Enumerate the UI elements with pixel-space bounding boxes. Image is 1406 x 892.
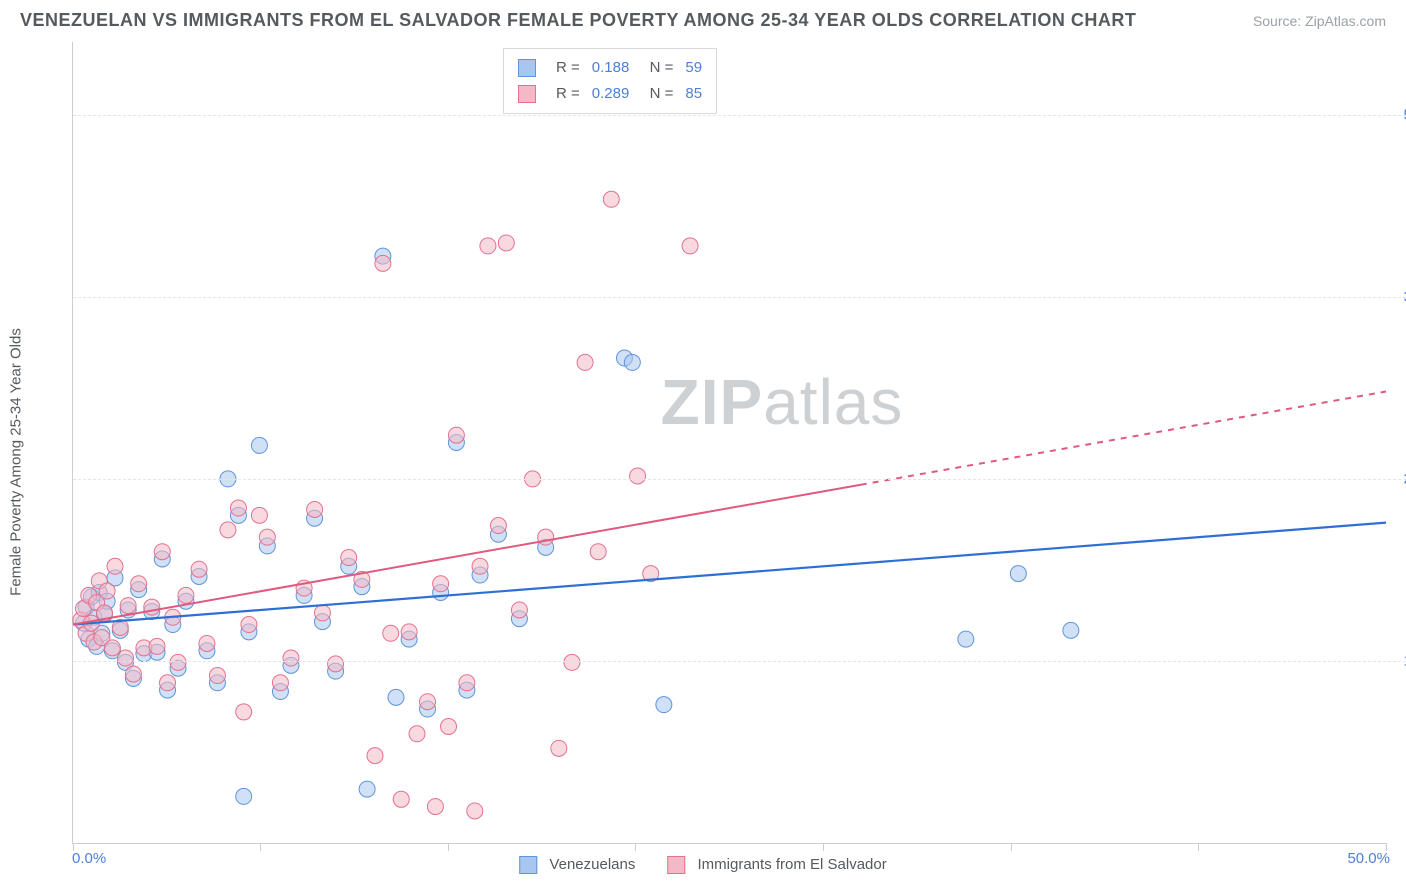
stat-n-value: 85 xyxy=(685,81,702,107)
swatch-elsalvador xyxy=(518,85,536,103)
legend-item-elsalvador: Immigrants from El Salvador xyxy=(667,856,886,874)
stat-n-value: 59 xyxy=(685,55,702,81)
stats-row-venezuelans: R = 0.188 N = 59 xyxy=(518,55,702,81)
swatch-venezuelans xyxy=(518,59,536,77)
source-label: Source: ZipAtlas.com xyxy=(1253,13,1386,29)
stat-r-label: R = xyxy=(556,81,580,107)
stat-r-value: 0.289 xyxy=(592,81,630,107)
legend-swatch-venezuelans xyxy=(519,856,537,874)
plot-region: ZIPatlas R = 0.188 N = 59 R = 0.289 N = … xyxy=(72,42,1386,844)
x-min-label: 0.0% xyxy=(72,850,106,867)
x-max-label: 50.0% xyxy=(1347,850,1390,867)
stat-n-label: N = xyxy=(641,81,673,107)
stat-r-value: 0.188 xyxy=(592,55,630,81)
legend-label-elsalvador: Immigrants from El Salvador xyxy=(698,856,887,873)
chart-area: Female Poverty Among 25-34 Year Olds ZIP… xyxy=(20,42,1386,882)
stats-legend-box: R = 0.188 N = 59 R = 0.289 N = 85 xyxy=(503,48,717,114)
legend-item-venezuelans: Venezuelans xyxy=(519,856,635,874)
y-axis-label: Female Poverty Among 25-34 Year Olds xyxy=(8,328,25,596)
legend-bottom: Venezuelans Immigrants from El Salvador xyxy=(519,856,886,874)
stats-row-elsalvador: R = 0.289 N = 85 xyxy=(518,81,702,107)
legend-swatch-elsalvador xyxy=(667,856,685,874)
chart-title: VENEZUELAN VS IMMIGRANTS FROM EL SALVADO… xyxy=(20,10,1136,31)
scatter-svg xyxy=(73,42,1386,843)
stat-n-label: N = xyxy=(641,55,673,81)
stat-r-label: R = xyxy=(556,55,580,81)
legend-label-venezuelans: Venezuelans xyxy=(549,856,635,873)
